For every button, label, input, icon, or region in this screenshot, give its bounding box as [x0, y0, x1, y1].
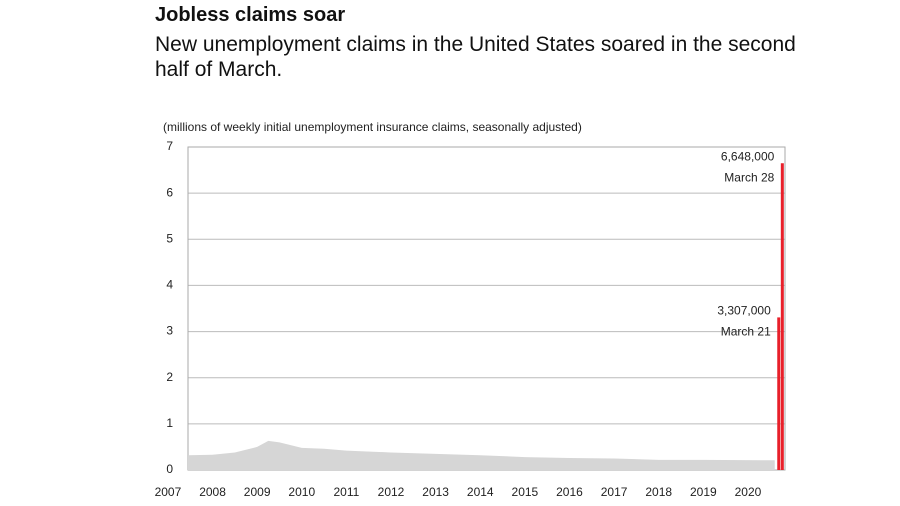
- y-tick-label: 4: [166, 278, 173, 292]
- y-tick-label: 3: [166, 324, 173, 338]
- x-tick-label: 2010: [288, 485, 315, 499]
- x-tick-label: 2015: [512, 485, 539, 499]
- bar: [777, 317, 781, 470]
- x-tick-label: 2016: [556, 485, 583, 499]
- bar: [780, 163, 784, 470]
- x-tick-label: 2013: [422, 485, 449, 499]
- y-tick-label: 5: [166, 231, 173, 245]
- plot-frame: [187, 146, 786, 471]
- date-label: March 21: [721, 325, 771, 339]
- value-label: 3,307,000: [717, 304, 771, 318]
- x-tick-label: 2019: [690, 485, 717, 499]
- area: [188, 440, 775, 470]
- x-tick-label: 2009: [244, 485, 271, 499]
- x-tick-label: 2017: [601, 485, 628, 499]
- y-tick-label: 7: [166, 139, 173, 153]
- x-tick-label: 2012: [378, 485, 405, 499]
- x-tick-label: 2018: [645, 485, 672, 499]
- x-tick-label: 2007: [155, 485, 182, 499]
- x-tick-label: 2011: [333, 485, 359, 499]
- x-tick-label: 2014: [467, 485, 494, 499]
- chart-subtitle: New unemployment claims in the United St…: [155, 33, 796, 81]
- date-label: March 28: [724, 170, 774, 184]
- y-tick-label: 1: [166, 416, 173, 430]
- y-axis-label: (millions of weekly initial unemployment…: [163, 120, 582, 134]
- value-label: 6,648,000: [721, 149, 775, 163]
- y-tick-label: 2: [166, 370, 173, 384]
- y-tick-label: 6: [166, 185, 173, 199]
- chart-title: Jobless claims soar: [155, 4, 346, 26]
- x-tick-label: 2020: [735, 485, 762, 499]
- y-tick-label: 0: [166, 462, 173, 476]
- x-tick-label: 2008: [199, 485, 226, 499]
